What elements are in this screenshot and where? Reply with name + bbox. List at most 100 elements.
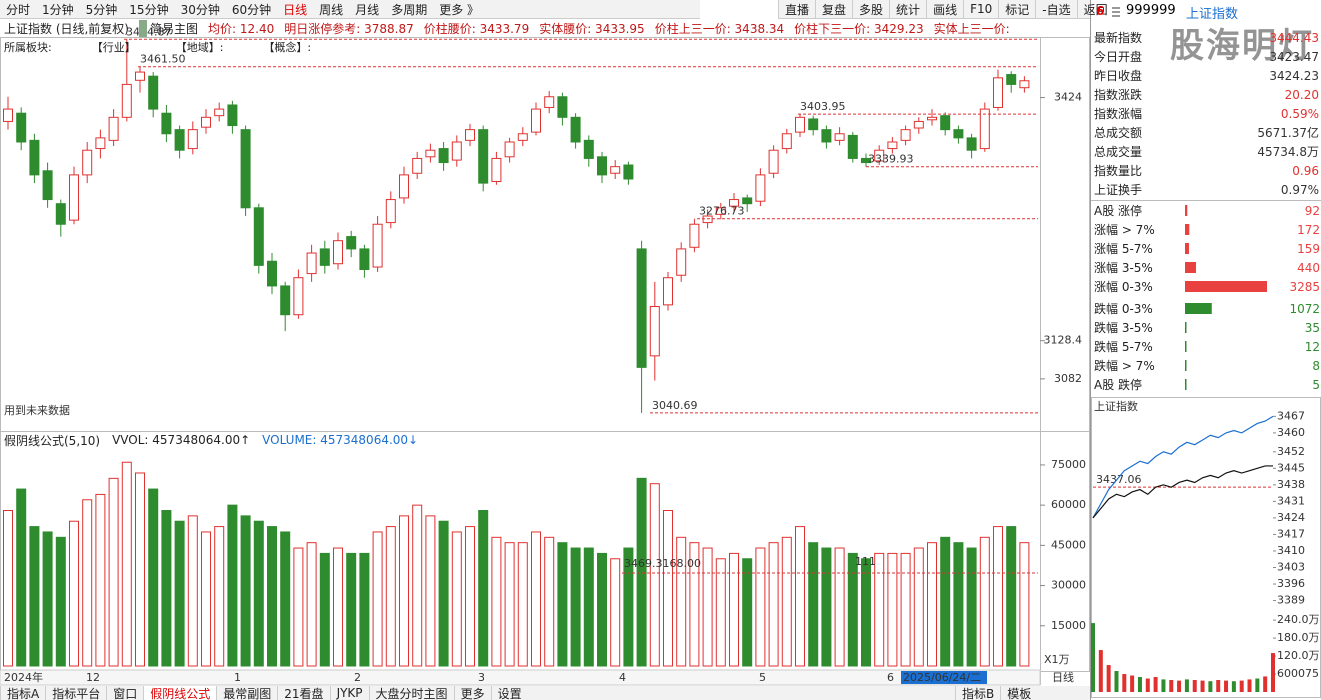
quote-row: 指数量比 0.96 (1094, 161, 1319, 180)
breadth-label: A股 涨停 (1094, 204, 1143, 218)
bottom-tab[interactable]: 指标平台 (45, 686, 106, 700)
mini-volume-bar (1177, 680, 1182, 692)
candle-body (69, 174, 79, 221)
period-tab[interactable]: 5分钟 (85, 2, 118, 17)
candle-body (1006, 74, 1017, 85)
bottom-tab[interactable]: 更多 (453, 686, 491, 700)
volume-tick-label: 15000 (1051, 619, 1086, 632)
candle-body (148, 75, 159, 110)
candle-body (795, 116, 805, 133)
bottom-tab[interactable]: 最常副图 (216, 686, 277, 700)
volume-header: 假阴线公式(5,10) VVOL: 457348064.00↑ VOLUME: 45… (4, 432, 418, 448)
quote-label: 昨日收盘 (1094, 69, 1143, 83)
volume-bar (280, 531, 291, 667)
breadth-value: 8 (1312, 358, 1320, 373)
menu-icon (1112, 7, 1120, 17)
tool-button[interactable]: 多股 (852, 0, 889, 18)
bottom-tab[interactable]: JYKP (329, 686, 369, 700)
main-indicator[interactable]: 简易主图 (139, 19, 198, 37)
breadth-bar (1185, 262, 1196, 273)
period-tab[interactable]: 多周期 (391, 2, 428, 17)
bottom-tab[interactable]: 设置 (490, 686, 528, 700)
bottom-tab[interactable]: 假阴线公式 (143, 686, 217, 700)
mini-line (1092, 415, 1274, 519)
period-tab[interactable]: 周线 (319, 2, 344, 17)
bottom-tab[interactable]: 指标A (0, 686, 45, 700)
candle-body (319, 248, 330, 266)
tool-button[interactable]: 复盘 (815, 0, 852, 18)
bottom-tab[interactable]: 21看盘 (277, 686, 329, 700)
tool-button[interactable]: 返回 (1076, 0, 1114, 18)
mini-volume-label: 120.0万 (1277, 649, 1320, 662)
candle-body (16, 112, 27, 143)
mini-volume-bar (1263, 676, 1268, 692)
bottom-tab[interactable]: 大盘分时主图 (368, 686, 454, 700)
candle-body (478, 129, 489, 184)
mini-volume-bar (1184, 679, 1189, 692)
period-tab[interactable]: 1分钟 (42, 2, 74, 17)
quote-row: 今日开盘 3423.47 (1094, 47, 1319, 66)
quote-value: 0.96 (1292, 163, 1319, 178)
breadth-label: 跌幅 0-3% (1094, 302, 1153, 316)
bottom-tab[interactable]: 窗口 (106, 686, 143, 700)
mini-volume-label: 240.0万 (1277, 613, 1320, 626)
quote-label: 总成交额 (1094, 126, 1143, 140)
period-tab[interactable]: 15分钟 (129, 2, 169, 17)
note: 用到未来数据 (4, 403, 70, 417)
tool-button[interactable]: -自选 (1035, 0, 1076, 18)
breadth-bar (1185, 379, 1187, 390)
indicator-value: 明日涨停参考: 3788.87 (284, 21, 414, 36)
candle-body (306, 252, 317, 275)
volume-note: 3469.3168.00 (624, 557, 701, 570)
volume-bar (702, 547, 713, 667)
sector-bar: 所属板块: 【行业】 【地域】: 【概念】: (4, 40, 311, 54)
tool-button[interactable]: F10 (963, 0, 998, 18)
candle-body (253, 207, 264, 266)
breadth-bar (1185, 205, 1188, 216)
breadth-value: 35 (1304, 320, 1320, 335)
volume-bar (610, 558, 621, 667)
bottom-tabs: 指标A 指标平台 窗口 假阴线公式 最常副图 21看盘 JYKP 大盘分时主图 更多 设置 (0, 686, 1090, 700)
tool-button[interactable]: 直播 (778, 0, 815, 18)
period-tab[interactable]: 更多 》 (439, 2, 480, 17)
candle-body (161, 112, 172, 135)
candle-body (280, 285, 291, 316)
mini-volume-label: 180.0万 (1277, 631, 1320, 644)
price-label: 3461.50 (140, 53, 186, 66)
tool-button[interactable]: 标记 (998, 0, 1035, 18)
bottom-tab[interactable]: 模板 (1000, 686, 1037, 700)
candle-body (729, 199, 739, 207)
volume-bar (121, 461, 132, 667)
period-tab[interactable]: 月线 (355, 2, 380, 17)
tool-button[interactable]: 统计 (889, 0, 926, 18)
bottom-right-tabs: 指标B 模板 (955, 686, 1037, 700)
tool-button[interactable]: 画线 (926, 0, 963, 18)
tool-buttons: 直播 复盘 多股 统计 画线 F10 标记 -自选 返回 (778, 0, 1108, 19)
bottom-tab[interactable]: 指标B (955, 686, 1000, 700)
mini-tick-label: 3431 (1277, 494, 1305, 507)
volume-tick-label: 75000 (1051, 458, 1086, 471)
period-tab[interactable]: 分时 (6, 2, 31, 17)
period-tab[interactable]: 30分钟 (180, 2, 220, 17)
candle-body (623, 164, 634, 180)
breadth-label: 涨幅 5-7% (1094, 242, 1153, 256)
volume-bar (729, 552, 739, 667)
quote-value: 45734.8万 (1257, 145, 1319, 159)
volume-bar (372, 531, 383, 667)
volume-bar (544, 536, 555, 667)
sector-label: 所属板块: (4, 41, 52, 54)
volume-bar (3, 510, 13, 667)
period-tab[interactable]: 60分钟 (231, 2, 272, 17)
candle-body (610, 166, 621, 174)
volume-bar (82, 499, 93, 667)
mini-volume-bar (1271, 653, 1275, 692)
quote-label: 指数涨幅 (1094, 107, 1143, 121)
period-tab[interactable]: 日线 (283, 2, 308, 17)
volume-bar (42, 531, 53, 667)
volume-bar (913, 547, 924, 667)
candle-body (861, 157, 871, 164)
y-tick-label: 3424 (1054, 91, 1082, 104)
candle-body (293, 277, 304, 316)
volume-bar (993, 526, 1003, 667)
candle-body (557, 96, 568, 118)
